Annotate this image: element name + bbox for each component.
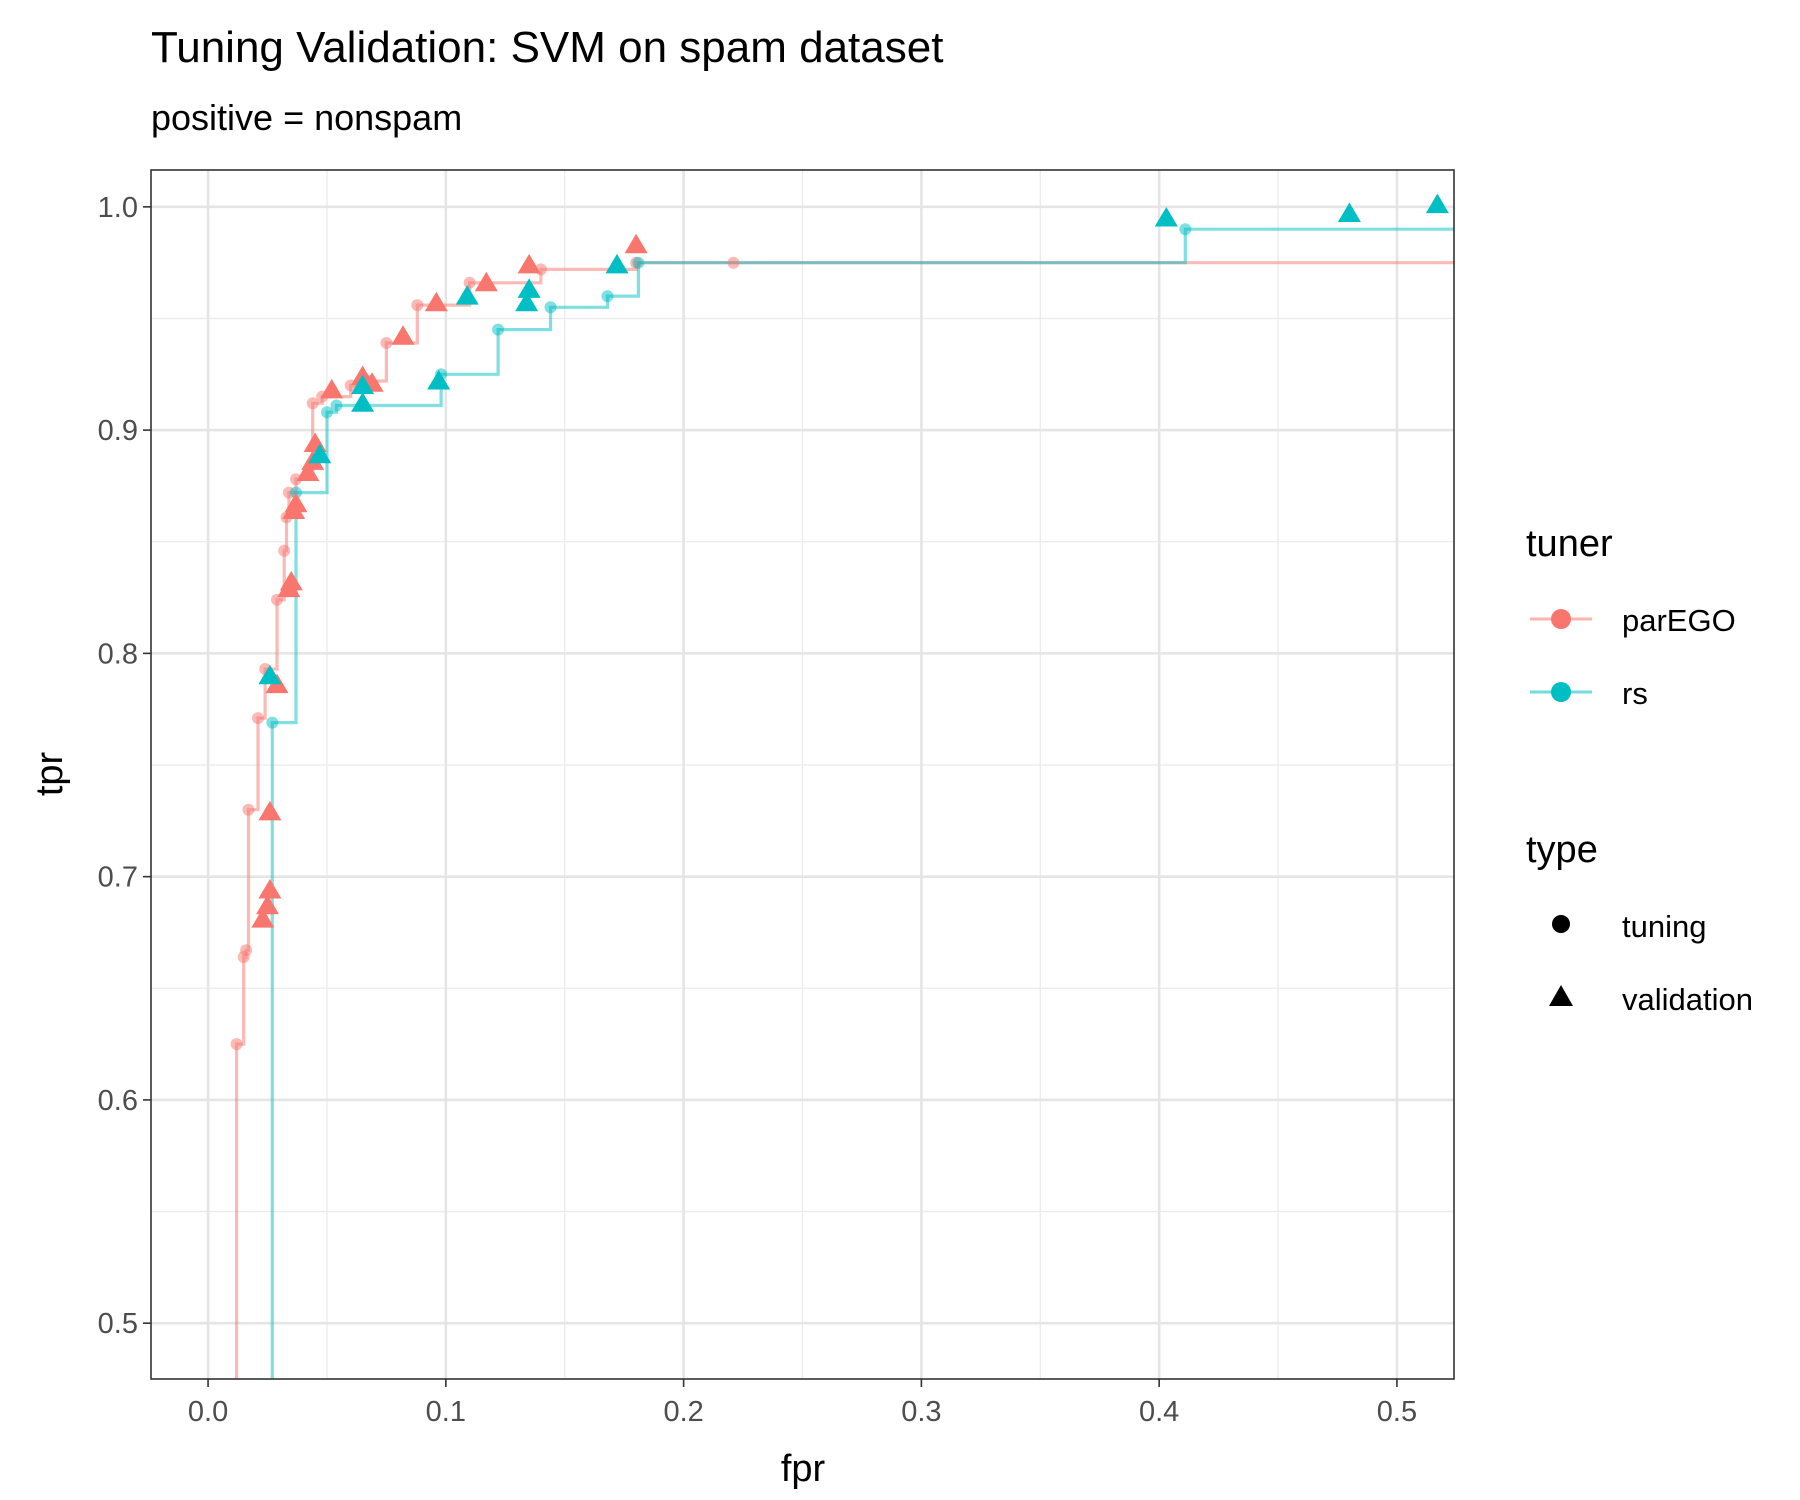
major-grid <box>151 170 1454 1379</box>
rs-tuning-point <box>321 406 333 419</box>
parego-validation-point <box>624 233 648 254</box>
parego-validation-point <box>258 800 282 821</box>
legend: tuner parEGO rs type tuning validation <box>1526 523 1753 1017</box>
rs-validation-point <box>308 443 332 464</box>
parego-tuning-point <box>290 473 302 486</box>
rs-validation-point <box>605 253 629 274</box>
chart-subtitle: positive = nonspam <box>151 97 462 138</box>
legend-validation-label: validation <box>1622 982 1753 1017</box>
parego-validation-point <box>296 461 320 481</box>
parego-tuning-point <box>240 944 253 957</box>
rs-tuning-point <box>266 716 279 729</box>
chart-title: Tuning Validation: SVM on spam dataset <box>151 23 943 72</box>
parego-validation-point <box>258 879 282 899</box>
legend-tuner-title: tuner <box>1526 523 1613 565</box>
legend-item-validation: validation <box>1549 982 1753 1017</box>
y-tick-label: 0.6 <box>98 1085 138 1117</box>
legend-item-rs: rs <box>1530 676 1648 711</box>
x-tick-label: 0.1 <box>426 1396 466 1428</box>
rs-tuning-point <box>601 290 614 303</box>
x-axis-label: fpr <box>781 1448 826 1490</box>
parego-validation-point <box>424 291 448 312</box>
y-tick-label: 0.9 <box>98 415 138 447</box>
parego-validation-point <box>251 908 275 928</box>
parego-validation-point <box>391 325 415 345</box>
rs-validation-point <box>455 285 479 305</box>
rs-validation-point <box>1425 193 1449 214</box>
rs-tuning-point <box>544 301 557 314</box>
x-tick-label: 0.5 <box>1377 1396 1417 1428</box>
data-points <box>230 193 1449 1051</box>
minor-grid <box>151 170 1454 1379</box>
y-axis-label: tpr <box>29 751 71 796</box>
parego-validation-point <box>279 570 303 591</box>
rs-tuning-point <box>330 399 343 412</box>
x-axis: 0.0 0.1 0.2 0.3 0.4 0.5 <box>188 1379 1417 1428</box>
y-axis: 0.5 0.6 0.7 0.8 0.9 1.0 <box>98 192 151 1340</box>
rs-tuning-point <box>290 486 302 499</box>
y-tick-label: 1.0 <box>98 192 138 224</box>
legend-item-tuning: tuning <box>1552 909 1706 944</box>
legend-parego-label: parEGO <box>1622 603 1736 638</box>
parego-validation-point <box>320 378 344 399</box>
rs-validation-point <box>427 370 451 390</box>
rs-validation-point <box>351 392 375 412</box>
y-tick-label: 0.8 <box>98 638 138 670</box>
rs-validation-point <box>1337 202 1361 222</box>
rs-validation-point <box>258 664 282 685</box>
parego-tuning-point <box>242 803 255 816</box>
parego-tuning-point <box>278 544 291 557</box>
x-tick-label: 0.4 <box>1139 1396 1179 1428</box>
parego-tuning-point <box>380 337 393 349</box>
parego-validation-point <box>517 253 541 274</box>
parego-tuning-point <box>252 712 264 725</box>
y-tick-label: 0.7 <box>98 862 138 894</box>
legend-rs-label: rs <box>1622 676 1648 711</box>
legend-tuning-circle-swatch <box>1552 915 1570 933</box>
parego-tuning-point <box>463 276 476 289</box>
parego-validation-point <box>256 894 279 915</box>
rs-tuning-point <box>1179 223 1192 236</box>
rs-validation-point <box>351 374 375 394</box>
rs-step-line <box>270 227 1454 1379</box>
plot-panel-border <box>150 169 1455 1380</box>
parego-tuning-point <box>230 1038 243 1051</box>
legend-rs-swatch <box>1551 682 1571 702</box>
rs-tuning-point <box>492 323 505 336</box>
y-tick-label: 0.5 <box>98 1308 138 1340</box>
rs-validation-point <box>515 291 539 312</box>
parego-validation-point <box>474 271 498 292</box>
x-tick-label: 0.2 <box>663 1396 703 1428</box>
parego-tuning-point <box>727 256 740 269</box>
legend-validation-triangle-swatch <box>1549 985 1573 1006</box>
parego-tuning-point <box>411 299 424 312</box>
legend-item-parego: parEGO <box>1530 603 1736 638</box>
rs-validation-point <box>1154 207 1178 227</box>
rs-validation-point <box>517 278 541 298</box>
parego-validation-point <box>284 492 308 513</box>
x-tick-label: 0.0 <box>188 1396 228 1428</box>
legend-parego-swatch <box>1551 609 1571 629</box>
legend-tuning-label: tuning <box>1622 909 1706 944</box>
rs-tuning-point <box>632 256 645 269</box>
parego-tuning-point <box>306 397 319 410</box>
legend-type-title: type <box>1526 829 1598 871</box>
x-tick-label: 0.3 <box>901 1396 941 1428</box>
